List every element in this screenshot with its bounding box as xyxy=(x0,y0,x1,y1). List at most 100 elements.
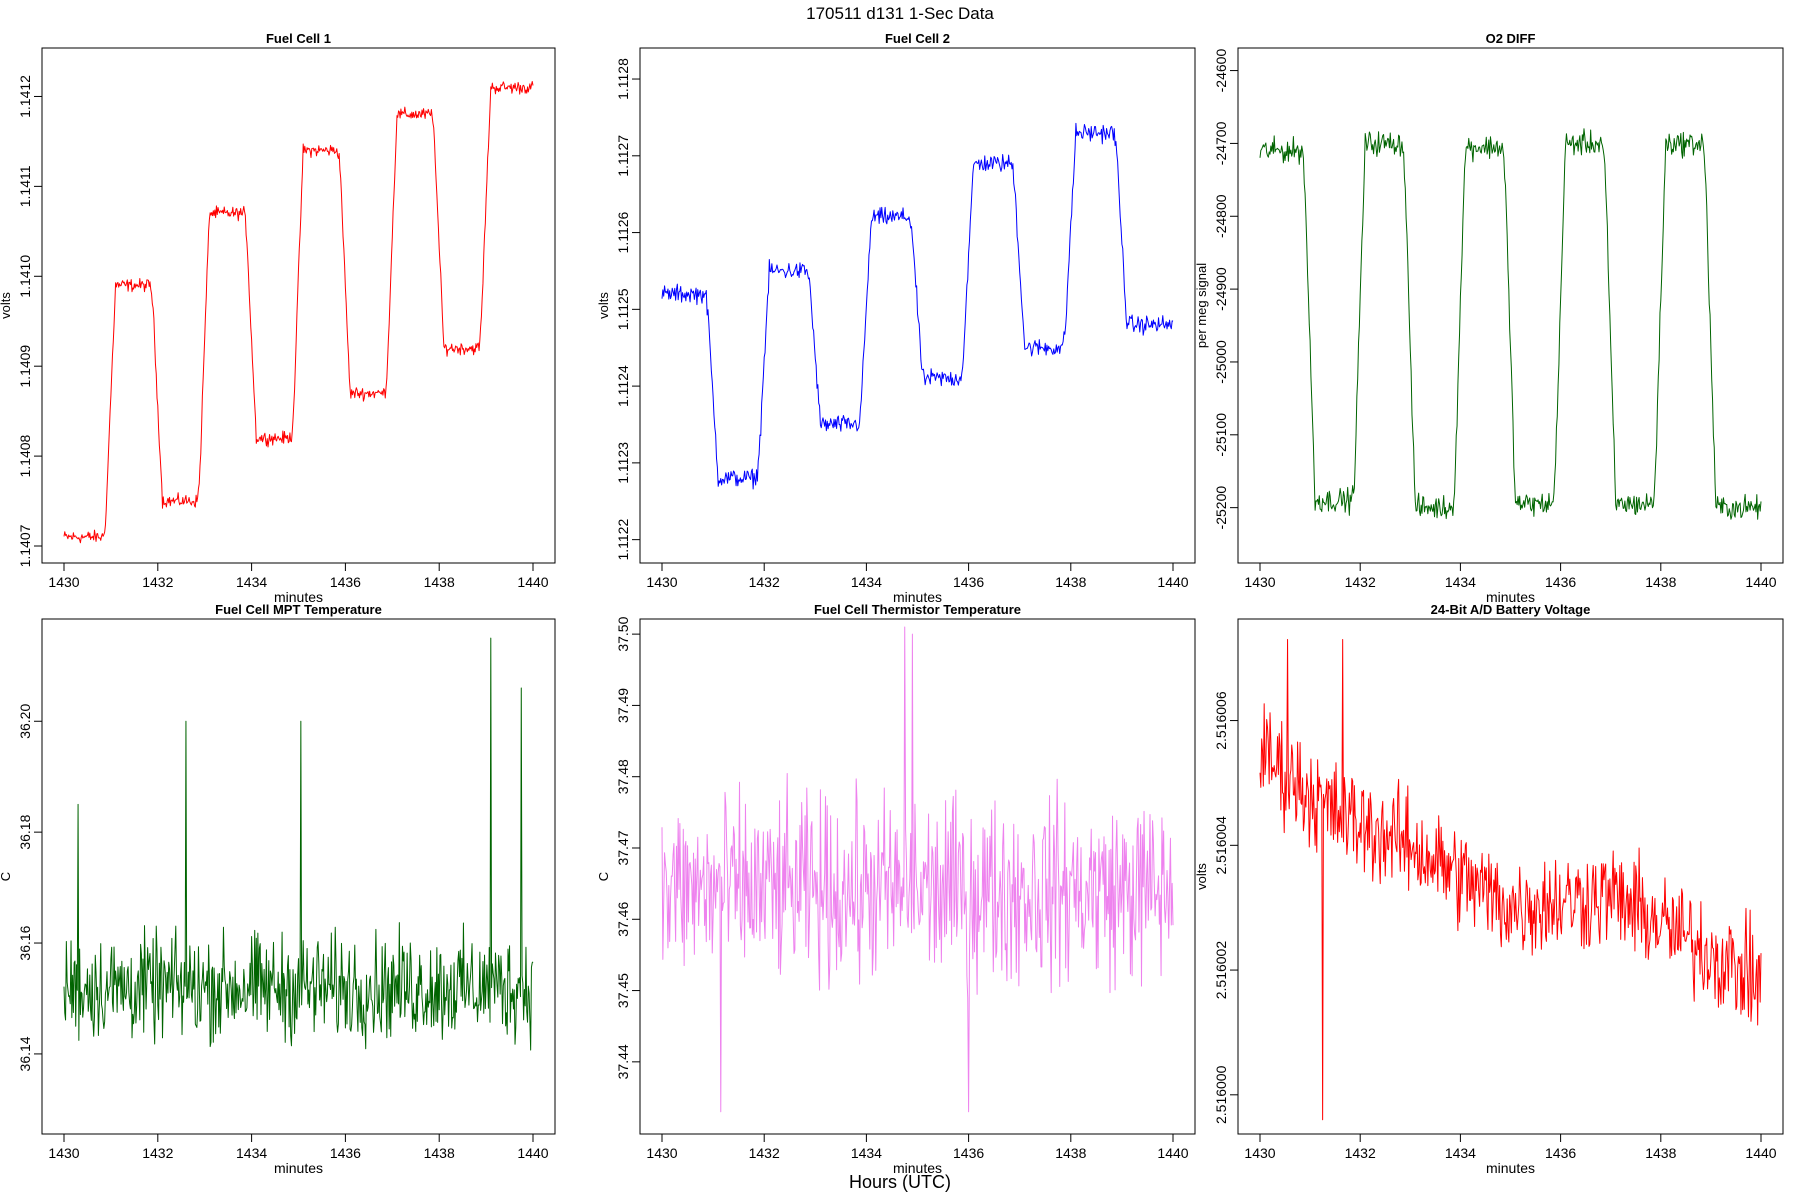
y-axis-label: volts xyxy=(0,292,13,319)
x-axis-label: minutes xyxy=(274,1160,323,1176)
y-tick-label: -25100 xyxy=(1213,413,1229,457)
x-tick-label: 1440 xyxy=(1745,1145,1776,1161)
x-tick-label: 1432 xyxy=(1345,1145,1376,1161)
x-tick-label: 1440 xyxy=(517,574,548,590)
y-tick-label: 36.20 xyxy=(17,704,33,739)
x-tick-label: 1434 xyxy=(851,1145,882,1161)
plot-frame xyxy=(1237,47,1784,564)
x-tick-label: 1434 xyxy=(851,574,882,590)
series-line xyxy=(661,122,1174,490)
x-tick-label: 1430 xyxy=(1244,1145,1275,1161)
x-tick-label: 1430 xyxy=(646,574,677,590)
y-tick-label: 1.1125 xyxy=(615,288,631,330)
x-tick-label: 1432 xyxy=(749,574,780,590)
x-tick-label: 1430 xyxy=(1244,574,1275,590)
plot-frame xyxy=(639,47,1196,564)
panel-2: Fuel Cell 2 1430 1432 1434 1436 1438 1440 minut… xyxy=(596,31,1196,605)
series-line xyxy=(63,80,534,544)
x-tick-label: 1438 xyxy=(424,1145,455,1161)
plot-frame xyxy=(1237,618,1784,1135)
plot-frame xyxy=(639,618,1196,1135)
y-tick-label: 36.18 xyxy=(17,814,33,849)
y-tick-label: 37.50 xyxy=(615,616,631,651)
figure-xlabel: Hours (UTC) xyxy=(849,1172,951,1192)
plot-frame xyxy=(41,618,556,1135)
y-axis-label: volts xyxy=(1194,863,1209,890)
y-tick-label: -24800 xyxy=(1213,194,1229,238)
x-tick-label: 1432 xyxy=(1345,574,1376,590)
y-tick-label: 1.1123 xyxy=(615,442,631,484)
x-tick-label: 1440 xyxy=(1157,574,1188,590)
panel-4: Fuel Cell MPT Temperature 1430 1432 1434 143… xyxy=(0,602,556,1176)
panel-title: Fuel Cell 2 xyxy=(885,31,950,46)
y-tick-label: 1.1411 xyxy=(17,165,33,207)
x-tick-label: 1438 xyxy=(424,574,455,590)
x-tick-label: 1438 xyxy=(1645,1145,1676,1161)
y-tick-label: 1.1124 xyxy=(615,365,631,407)
x-tick-label: 1434 xyxy=(1445,1145,1476,1161)
y-tick-label: 1.1122 xyxy=(615,519,631,561)
x-tick-label: 1438 xyxy=(1645,574,1676,590)
y-axis-label: C xyxy=(0,872,13,881)
y-tick-label: 1.1128 xyxy=(615,58,631,100)
series-line xyxy=(1259,128,1762,520)
panel-title: O2 DIFF xyxy=(1486,31,1536,46)
y-tick-label: 37.47 xyxy=(615,830,631,865)
y-tick-label: 37.44 xyxy=(615,1044,631,1079)
y-tick-label: 37.46 xyxy=(615,902,631,937)
x-tick-label: 1432 xyxy=(749,1145,780,1161)
x-tick-label: 1440 xyxy=(517,1145,548,1161)
panel-3: O2 DIFF 1430 1432 1434 1436 1438 1440 minutes -2… xyxy=(1194,31,1784,605)
panel-6: 24-Bit A/D Battery Voltage 1430 1432 1434 14… xyxy=(1194,602,1784,1176)
y-tick-label: 2.516000 xyxy=(1213,1065,1229,1124)
series-line xyxy=(661,626,1174,1113)
y-axis-label: C xyxy=(596,872,611,881)
panel-1: Fuel Cell 1 1430 1432 1434 1436 1438 1440 minut… xyxy=(0,31,556,605)
y-tick-label: -24600 xyxy=(1213,49,1229,93)
x-tick-label: 1440 xyxy=(1745,574,1776,590)
x-tick-label: 1434 xyxy=(236,574,267,590)
figure-title: 170511 d131 1-Sec Data xyxy=(806,4,994,23)
x-tick-label: 1430 xyxy=(48,574,79,590)
panel-title: Fuel Cell MPT Temperature xyxy=(215,602,382,617)
y-tick-label: 37.48 xyxy=(615,759,631,794)
panel-title: Fuel Cell 1 xyxy=(266,31,331,46)
y-tick-label: 37.45 xyxy=(615,973,631,1008)
panel-title: 24-Bit A/D Battery Voltage xyxy=(1431,602,1591,617)
y-tick-label: 37.49 xyxy=(615,688,631,723)
x-tick-label: 1436 xyxy=(1545,574,1576,590)
y-tick-label: -24700 xyxy=(1213,121,1229,165)
x-tick-label: 1438 xyxy=(1055,574,1086,590)
y-axis-label: volts xyxy=(596,292,611,319)
x-axis-label: minutes xyxy=(893,1160,942,1176)
series-line xyxy=(63,637,534,1051)
y-tick-label: 2.516002 xyxy=(1213,941,1229,1000)
x-tick-label: 1430 xyxy=(48,1145,79,1161)
x-tick-label: 1434 xyxy=(236,1145,267,1161)
x-tick-label: 1436 xyxy=(330,1145,361,1161)
panel-title: Fuel Cell Thermistor Temperature xyxy=(814,602,1021,617)
x-tick-label: 1432 xyxy=(142,1145,173,1161)
x-axis-label: minutes xyxy=(1486,589,1535,605)
y-tick-label: 1.1409 xyxy=(17,345,33,388)
x-tick-label: 1436 xyxy=(1545,1145,1576,1161)
y-tick-label: 2.516004 xyxy=(1213,816,1229,875)
y-tick-label: 36.16 xyxy=(17,925,33,960)
panel-5: Fuel Cell Thermistor Temperature 1430 1432… xyxy=(596,602,1196,1176)
x-axis-label: minutes xyxy=(274,589,323,605)
x-tick-label: 1434 xyxy=(1445,574,1476,590)
y-tick-label: 1.1412 xyxy=(17,75,33,118)
y-tick-label: 1.1126 xyxy=(615,211,631,253)
y-tick-label: 1.1127 xyxy=(615,135,631,177)
x-axis-label: minutes xyxy=(1486,1160,1535,1176)
x-tick-label: 1436 xyxy=(953,574,984,590)
y-tick-label: 2.516006 xyxy=(1213,691,1229,750)
series-line xyxy=(1259,638,1762,1121)
y-axis-label: per meg signal xyxy=(1194,263,1209,348)
y-tick-label: 1.1410 xyxy=(17,255,33,298)
x-axis-label: minutes xyxy=(893,589,942,605)
y-tick-label: -25000 xyxy=(1213,340,1229,384)
y-tick-label: 1.1408 xyxy=(17,434,33,477)
x-tick-label: 1440 xyxy=(1157,1145,1188,1161)
